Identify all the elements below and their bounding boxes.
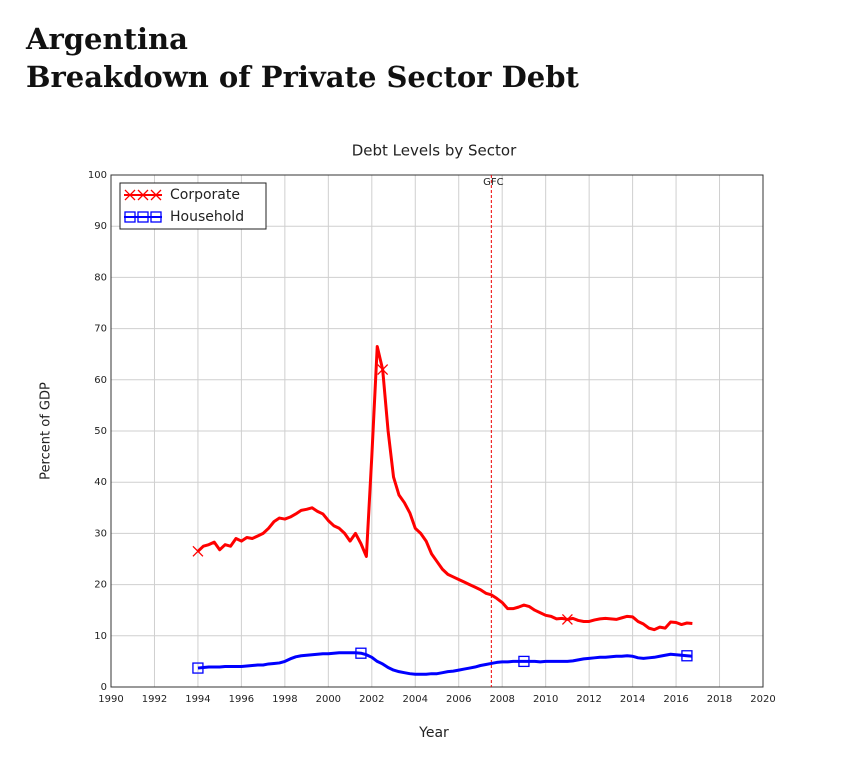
y-tick-label: 60 bbox=[94, 375, 107, 386]
marker bbox=[518, 655, 530, 668]
y-tick-label: 20 bbox=[94, 580, 107, 591]
marker bbox=[137, 189, 149, 201]
x-tick-label: 1998 bbox=[272, 694, 297, 705]
x-tick-label: 2002 bbox=[359, 694, 384, 705]
y-tick-label: 70 bbox=[94, 324, 107, 335]
y-tick-label: 10 bbox=[94, 631, 107, 642]
series-line bbox=[197, 651, 693, 676]
marker bbox=[377, 364, 389, 376]
y-tick-label: 30 bbox=[94, 528, 107, 539]
series-line bbox=[196, 345, 693, 632]
legend-box bbox=[119, 182, 267, 230]
title-line: Breakdown of Private Sector Debt bbox=[26, 60, 579, 94]
marker bbox=[561, 613, 573, 625]
legend-label: Household bbox=[170, 209, 244, 225]
x-tick-label: 2012 bbox=[576, 694, 601, 705]
y-tick-label: 40 bbox=[94, 477, 107, 488]
legend-label: Corporate bbox=[170, 187, 240, 203]
y-tick-label: 100 bbox=[88, 170, 107, 181]
marker bbox=[192, 545, 204, 557]
plot-frame bbox=[110, 174, 764, 688]
marker bbox=[355, 647, 367, 659]
x-tick-label: 1996 bbox=[229, 694, 254, 705]
marker bbox=[124, 189, 136, 201]
chart-title: Debt Levels by Sector bbox=[352, 142, 517, 160]
x-tick-label: 2006 bbox=[446, 694, 471, 705]
y-axis-label: Percent of GDP bbox=[39, 382, 54, 480]
annotation-label: GFC bbox=[483, 177, 504, 188]
x-tick-label: 2008 bbox=[489, 694, 514, 705]
legend: Corporate Household bbox=[119, 182, 267, 230]
x-tick-label: 2010 bbox=[533, 694, 558, 705]
x-tick-label: 2014 bbox=[620, 694, 645, 705]
x-tick-label: 1992 bbox=[142, 694, 167, 705]
x-tick-label: 2004 bbox=[403, 694, 428, 705]
x-tick-label: 2000 bbox=[316, 694, 341, 705]
x-tick-label: 1990 bbox=[98, 694, 123, 705]
marker bbox=[124, 211, 136, 223]
marker bbox=[150, 211, 162, 223]
x-tick-label: 1994 bbox=[185, 694, 210, 705]
y-tick-label: 90 bbox=[94, 221, 107, 232]
y-tick-label: 0 bbox=[101, 682, 107, 693]
y-tick-label: 50 bbox=[94, 426, 107, 437]
marker bbox=[681, 650, 693, 662]
y-tick-label: 80 bbox=[94, 272, 107, 283]
x-tick-label: 2018 bbox=[707, 694, 732, 705]
marker bbox=[137, 211, 149, 223]
x-tick-label: 2016 bbox=[663, 694, 688, 705]
title-line: Argentina bbox=[26, 22, 188, 56]
x-axis-label: Year bbox=[418, 725, 449, 741]
x-tick-label: 2020 bbox=[750, 694, 775, 705]
marker bbox=[192, 662, 204, 674]
page-title: Argentina Breakdown of Private Sector De… bbox=[26, 20, 579, 96]
marker bbox=[150, 189, 162, 201]
